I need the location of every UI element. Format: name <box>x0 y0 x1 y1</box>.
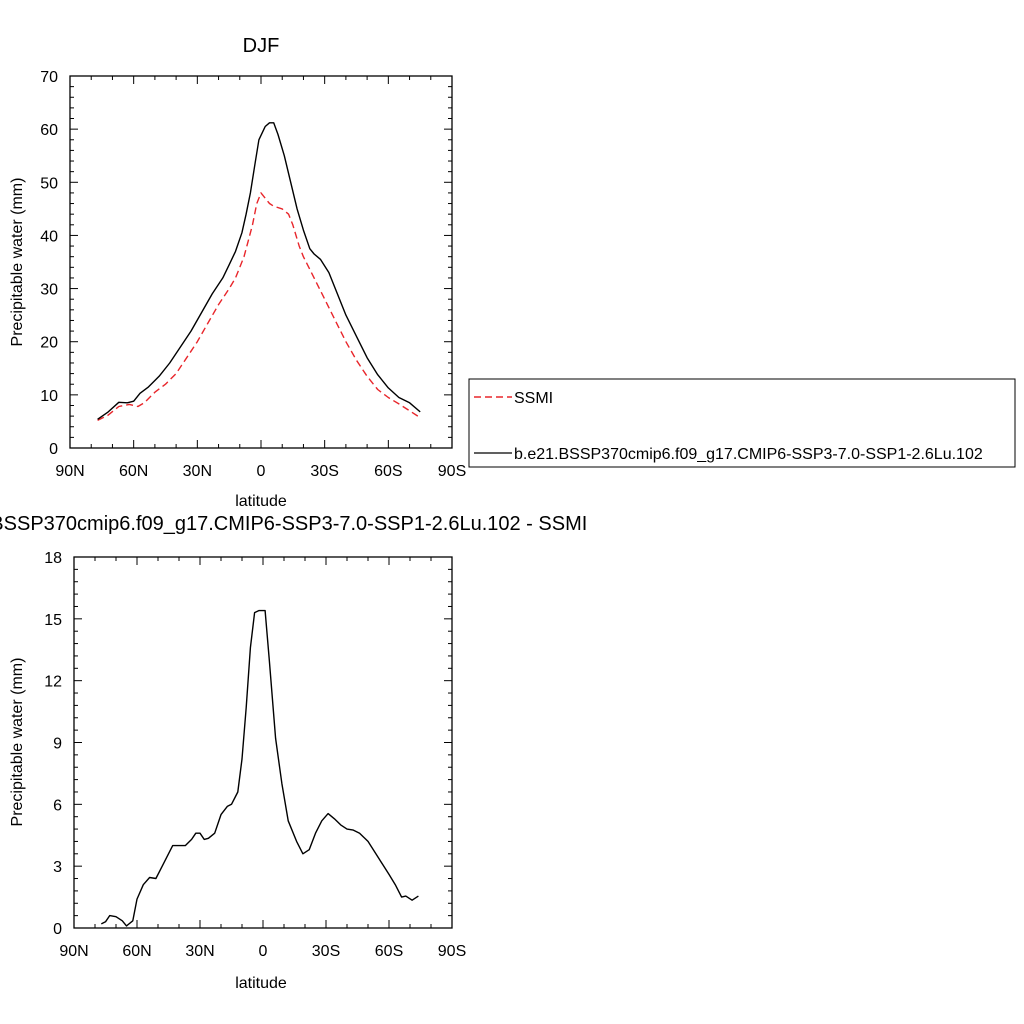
plot-frame <box>73 556 453 929</box>
top-panel: DJF 90N 60N 30N 0 30S 60S 90S 0 10 20 30 40 50 60 70 l… <box>9 35 466 510</box>
y-axis-label: Precipitable water (mm) <box>9 178 26 347</box>
x-tick-label: 60N <box>122 943 151 960</box>
y-tick-label: 3 <box>53 859 62 876</box>
y-tick-label: 40 <box>40 228 58 245</box>
y-tick-label: 15 <box>44 612 62 629</box>
y-tick-label: 60 <box>40 122 58 139</box>
legend-label-model: b.e21.BSSP370cmip6.f09_g17.CMIP6-SSP3-7.… <box>514 446 983 463</box>
x-tick-label: 90N <box>55 463 84 480</box>
series-lines <box>100 609 419 927</box>
x-tick-label: 60N <box>119 463 148 480</box>
y-tick-label: 0 <box>53 921 62 938</box>
y-tick-label: 20 <box>40 335 58 352</box>
plot-frame <box>69 75 453 449</box>
bottom-panel: b.e21.BSSP370cmip6.f09_g17.CMIP6-SSP3-7.… <box>0 513 587 992</box>
x-axis-label: latitude <box>235 493 287 510</box>
axis-ticks: 90N 60N 30N 0 30S 60S 90S 0 10 20 30 40 50 60 70 <box>40 69 466 480</box>
y-axis-label: Precipitable water (mm) <box>9 658 26 827</box>
y-tick-label: 9 <box>53 736 62 753</box>
x-axis-label: latitude <box>235 975 287 992</box>
series-lines <box>97 122 421 422</box>
legend-label-ssmi: SSMI <box>514 390 553 407</box>
y-tick-label: 0 <box>49 441 58 458</box>
y-tick-label: 12 <box>44 674 62 691</box>
legend-box <box>468 378 1016 468</box>
y-tick-label: 50 <box>40 175 58 192</box>
x-tick-label: 0 <box>259 943 268 960</box>
x-tick-label: 90S <box>438 943 466 960</box>
chart-title: DJF <box>243 35 280 57</box>
x-tick-label: 30S <box>310 463 338 480</box>
y-tick-label: 6 <box>53 797 62 814</box>
y-tick-label: 70 <box>40 69 58 86</box>
axis-ticks: 90N 60N 30N 0 30S 60S 90S 0 3 6 9 12 15 18 <box>44 550 466 960</box>
series-line-b-e21-bssp370cmip6-f09-g17-cmip6-ssp3-7-0-ssp1-2-6lu-102 <box>97 122 421 420</box>
x-tick-label: 30N <box>183 463 212 480</box>
y-tick-label: 30 <box>40 282 58 299</box>
x-tick-label: 90S <box>438 463 466 480</box>
x-tick-label: 30N <box>185 943 214 960</box>
x-tick-label: 60S <box>374 463 402 480</box>
x-tick-label: 30S <box>312 943 340 960</box>
x-tick-label: 90N <box>59 943 88 960</box>
series-line-difference <box>100 609 419 927</box>
series-line-ssmi <box>97 192 421 422</box>
y-tick-label: 18 <box>44 550 62 567</box>
chart-title: b.e21.BSSP370cmip6.f09_g17.CMIP6-SSP3-7.… <box>0 513 587 535</box>
x-tick-label: 60S <box>375 943 403 960</box>
y-tick-label: 10 <box>40 388 58 405</box>
legend: SSMI b.e21.BSSP370cmip6.f09_g17.CMIP6-SS… <box>468 378 1016 468</box>
x-tick-label: 0 <box>257 463 266 480</box>
